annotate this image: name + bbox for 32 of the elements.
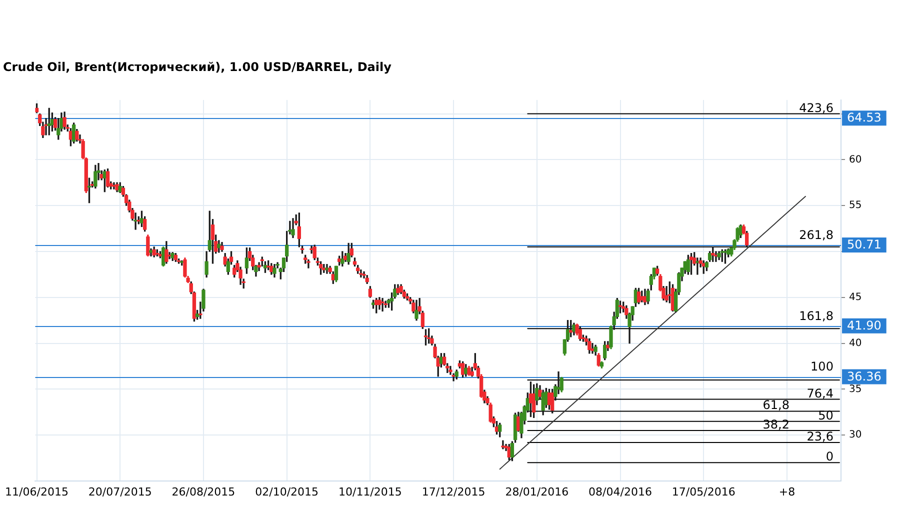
- series-label: 23,6: [806, 429, 834, 444]
- x-tick-label: 08/04/2016: [588, 485, 652, 498]
- series-label: 76,4: [806, 386, 834, 400]
- y-tick-label: 35: [849, 384, 862, 395]
- series-label: 423,6: [799, 100, 834, 115]
- ref-line-label: 36.36: [846, 369, 882, 384]
- x-tick-label: 28/01/2016: [505, 485, 569, 498]
- candlestick: [306, 259, 310, 268]
- x-tick-label: +8: [778, 485, 796, 498]
- series-label: 0: [826, 450, 834, 464]
- x-tick-label: 02/10/2015: [255, 485, 319, 498]
- series-label: 261,8: [799, 228, 834, 242]
- ref-line-label: 50.71: [846, 238, 882, 252]
- series-label: 161,8: [799, 308, 834, 323]
- ref-line-label: 41.90: [846, 318, 882, 332]
- x-tick-label: 20/07/2015: [88, 485, 152, 498]
- x-tick-label: 17/05/2016: [672, 485, 736, 498]
- y-tick-label: 40: [849, 338, 862, 349]
- x-tick-label: 11/06/2015: [5, 485, 68, 498]
- ref-line-label: 64.53: [846, 110, 882, 125]
- series-label: 61,8: [762, 398, 790, 412]
- x-tick-label: 17/12/2015: [422, 485, 486, 498]
- series-label: 38,2: [762, 418, 790, 432]
- y-tick-label: 60: [849, 154, 862, 166]
- y-tick-label: 45: [849, 292, 862, 303]
- candlestick: [380, 298, 384, 312]
- series-label: 100: [810, 360, 834, 374]
- x-tick-label: 10/11/2015: [338, 485, 402, 498]
- y-tick-label: 30: [849, 430, 862, 441]
- y-tick-label: 55: [849, 200, 862, 212]
- chart-title: Crude Oil, Brent(Исторический), 1.00 USD/BARREL, Daily: [3, 60, 392, 74]
- x-tick-label: 26/08/2015: [172, 485, 236, 498]
